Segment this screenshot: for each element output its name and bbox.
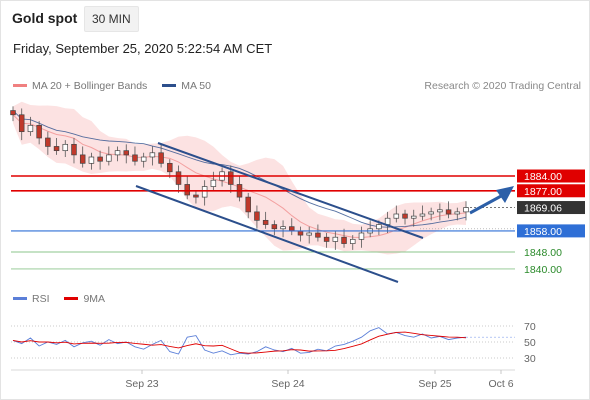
candle-body	[184, 184, 190, 196]
candle-body	[193, 194, 199, 198]
candle-body	[97, 156, 103, 162]
legend-label-9ma: 9MA	[83, 293, 106, 305]
candle-body	[280, 226, 286, 230]
trend-channel	[135, 142, 514, 283]
rsi-level-label: 30	[524, 353, 536, 365]
instrument-title: Gold spot	[12, 10, 78, 26]
candle-body	[123, 150, 129, 156]
candle-body	[410, 215, 417, 219]
rsi-level-label: 50	[524, 337, 536, 349]
candle-body	[323, 236, 330, 242]
resistance-label-box	[517, 169, 585, 183]
x-axis: Sep 23 Sep 24 Sep 25 Oct 6	[11, 369, 515, 390]
candle-body	[445, 209, 452, 215]
chart-datetime: Friday, September 25, 2020 5:22:54 AM CE…	[13, 41, 273, 56]
channel-lower-line	[135, 185, 399, 283]
candle-body	[88, 156, 95, 164]
candle-body	[167, 162, 173, 173]
candle-body	[27, 124, 34, 133]
candle-body	[36, 124, 42, 139]
candle-body	[271, 224, 278, 230]
projection-arrow-shaft	[469, 193, 504, 215]
last-price-box	[517, 201, 585, 215]
rsi-level-label: 70	[524, 321, 536, 333]
ma9-swatch	[64, 296, 79, 300]
candle-body	[210, 179, 217, 187]
candle-body	[79, 154, 86, 164]
legend-label-rsi: RSI	[32, 293, 50, 305]
ma50-swatch	[162, 83, 177, 87]
pivot-label-box	[517, 224, 585, 238]
x-tick-label: Oct 6	[488, 378, 513, 390]
candle-body	[245, 196, 251, 213]
x-tick-label: Sep 25	[418, 378, 451, 390]
candle-body	[315, 232, 321, 238]
resistance-label: 1884.00	[524, 171, 562, 183]
candle-body	[289, 226, 295, 232]
candle-body	[332, 236, 339, 242]
candle-body	[71, 143, 77, 156]
candle-body	[149, 152, 156, 158]
candle-body	[262, 219, 269, 225]
projection-arrow-head	[496, 186, 514, 203]
support-label: 1840.00	[524, 264, 562, 276]
candle-body	[228, 171, 234, 185]
legend-item-bollinger: MA 20 + Bollinger Bands	[13, 80, 150, 92]
rsi-panel: 30 50 70	[11, 321, 536, 365]
candle-body	[114, 150, 121, 156]
support-label: 1848.00	[524, 247, 562, 259]
candle-body	[454, 211, 461, 215]
candle-body	[254, 211, 260, 221]
rsi-line	[12, 327, 467, 356]
chart-header: Gold spot 30 MIN	[0, 0, 590, 36]
candle-body	[306, 232, 312, 236]
candle-body	[384, 217, 391, 225]
credit-text: Research © 2020 Trading Central	[424, 80, 581, 92]
candle-body	[376, 224, 382, 230]
price-levels: 1884.00 1877.00 1869.06 1858.00 1848.00 1840.…	[11, 169, 585, 276]
pivot-label: 1858.00	[524, 226, 562, 238]
candle-body	[18, 114, 25, 133]
legend-item-9ma: 9MA	[64, 293, 105, 305]
rsi-swatch	[13, 296, 27, 300]
candle-body	[393, 213, 400, 219]
candle-body	[62, 143, 69, 152]
interval-button[interactable]: 30 MIN	[84, 6, 139, 32]
legend-item-ma50: MA 50	[162, 80, 211, 92]
rsi-legend: RSI 9MA	[13, 293, 105, 305]
legend-label-ma50: MA 50	[181, 80, 211, 92]
candle-body	[10, 110, 16, 116]
candle-body	[402, 213, 408, 219]
resistance-label-box	[517, 184, 585, 198]
candle-body	[297, 230, 304, 236]
legend-label-bollinger: MA 20 + Bollinger Bands	[32, 80, 148, 92]
candle-body	[341, 236, 347, 244]
candle-body	[158, 152, 164, 164]
x-tick-label: Sep 24	[271, 378, 304, 390]
candle-body	[419, 213, 426, 217]
candle-body	[45, 137, 51, 147]
resistance-label: 1877.00	[524, 186, 562, 198]
legend-item-rsi: RSI	[13, 293, 52, 305]
bollinger-swatch	[13, 83, 27, 87]
candle-body	[53, 146, 60, 152]
price-legend: MA 20 + Bollinger Bands MA 50	[13, 80, 211, 92]
channel-upper-line	[157, 142, 424, 239]
x-tick-label: Sep 23	[125, 378, 158, 390]
candle-body	[106, 154, 112, 162]
candle-body	[132, 154, 138, 162]
rsi-9ma-line	[12, 331, 467, 354]
candle-body	[358, 232, 365, 240]
candle-body	[201, 186, 208, 198]
candle-body	[140, 156, 147, 162]
candle-body	[428, 211, 434, 215]
candle-body	[437, 209, 443, 213]
candle-body	[175, 171, 182, 185]
last-price-label: 1869.06	[524, 203, 562, 215]
candle-body	[350, 238, 356, 244]
candle-body	[463, 207, 469, 213]
